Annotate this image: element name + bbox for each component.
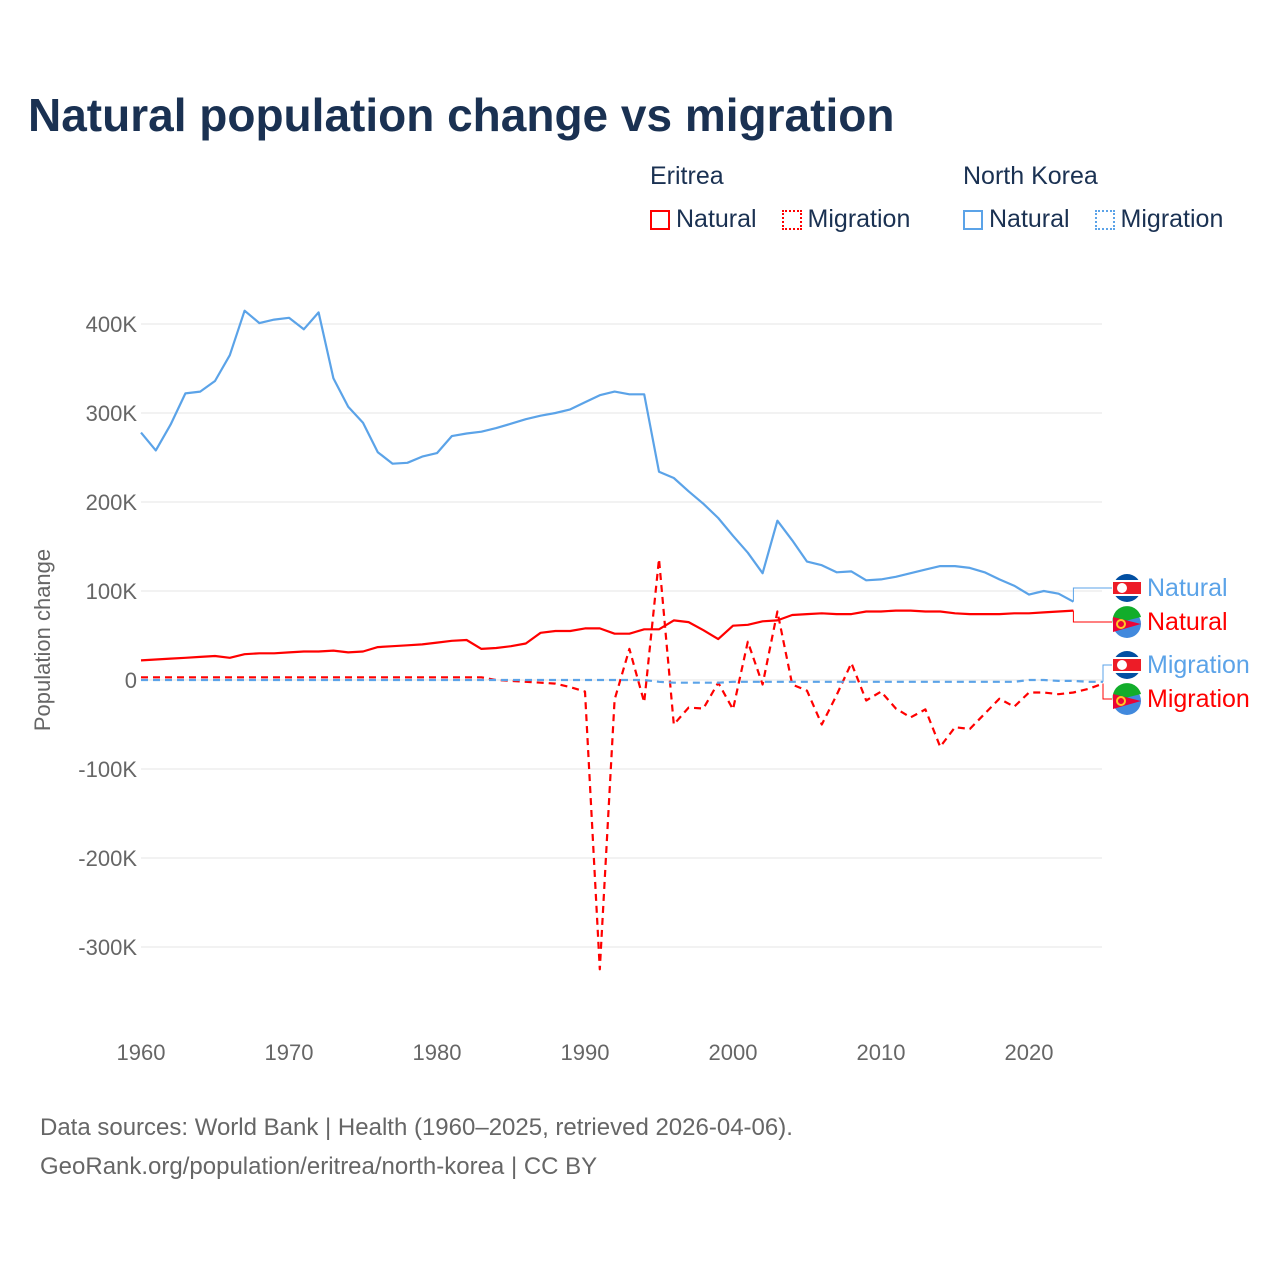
series-line-north-korea-migration[interactable]	[141, 678, 1103, 684]
series-end-label: Natural	[1147, 574, 1228, 602]
series-end-label: Migration	[1147, 651, 1250, 679]
x-tick-label: 1960	[117, 1040, 166, 1065]
series-line-north-korea-natural[interactable]	[140, 309, 1074, 603]
source-link[interactable]: GeoRank.org/population/eritrea/north-kor…	[40, 1153, 598, 1180]
x-tick-label: 1990	[561, 1040, 610, 1065]
label-connector	[1102, 664, 1112, 682]
legend-north-korea: North Korea Natural Migration	[963, 162, 1223, 237]
y-axis-label: Population change	[30, 549, 55, 731]
series-end-label: Natural	[1147, 608, 1228, 636]
y-tick-label: 200K	[86, 490, 138, 515]
y-tick-label: 400K	[86, 312, 138, 337]
label-connector	[1072, 610, 1112, 623]
y-tick-label: -200K	[78, 846, 137, 871]
x-tick-label: 2010	[857, 1040, 906, 1065]
series-line-eritrea-migration[interactable]	[141, 557, 1104, 971]
x-tick-label: 2000	[709, 1040, 758, 1065]
eritrea-flag-icon	[1112, 606, 1141, 638]
legend-label: Migration	[807, 205, 911, 233]
y-tick-label: -300K	[78, 935, 137, 960]
x-tick-label: 2020	[1005, 1040, 1054, 1065]
legend-label: Natural	[989, 205, 1070, 233]
legend-item-eritrea-migration[interactable]: Migration	[781, 205, 911, 234]
label-connector	[1102, 683, 1112, 700]
eritrea-flag-icon	[1112, 683, 1141, 715]
legend-label: Natural	[676, 205, 757, 233]
y-tick-label: 0	[125, 668, 137, 693]
series-line-eritrea-natural[interactable]	[140, 609, 1074, 662]
label-connector	[1072, 587, 1112, 602]
legend-title: Eritrea	[650, 162, 724, 190]
x-tick-label: 1970	[265, 1040, 314, 1065]
chart-title: Natural population change vs migration	[28, 89, 895, 141]
y-tick-label: -100K	[78, 757, 137, 782]
series-end-label: Migration	[1147, 685, 1250, 713]
x-tick-label: 1980	[413, 1040, 462, 1065]
y-tick-label: 300K	[86, 401, 138, 426]
legend-item-eritrea-natural[interactable]: Natural	[650, 205, 757, 234]
y-tick-label: 100K	[86, 579, 138, 604]
north-korea-flag-icon	[1113, 574, 1141, 602]
north-korea-flag-icon	[1113, 651, 1141, 679]
source-note: Data sources: World Bank | Health (1960–…	[40, 1108, 793, 1186]
legend-eritrea: Eritrea Natural Migration	[650, 162, 928, 237]
legend-title: North Korea	[963, 162, 1098, 190]
legend-label: Migration	[1120, 205, 1224, 233]
source-line: Data sources: World Bank | Health (1960–…	[40, 1114, 793, 1141]
legend-item-nk-migration[interactable]: Migration	[1094, 205, 1224, 234]
legend-item-nk-natural[interactable]: Natural	[963, 205, 1070, 234]
